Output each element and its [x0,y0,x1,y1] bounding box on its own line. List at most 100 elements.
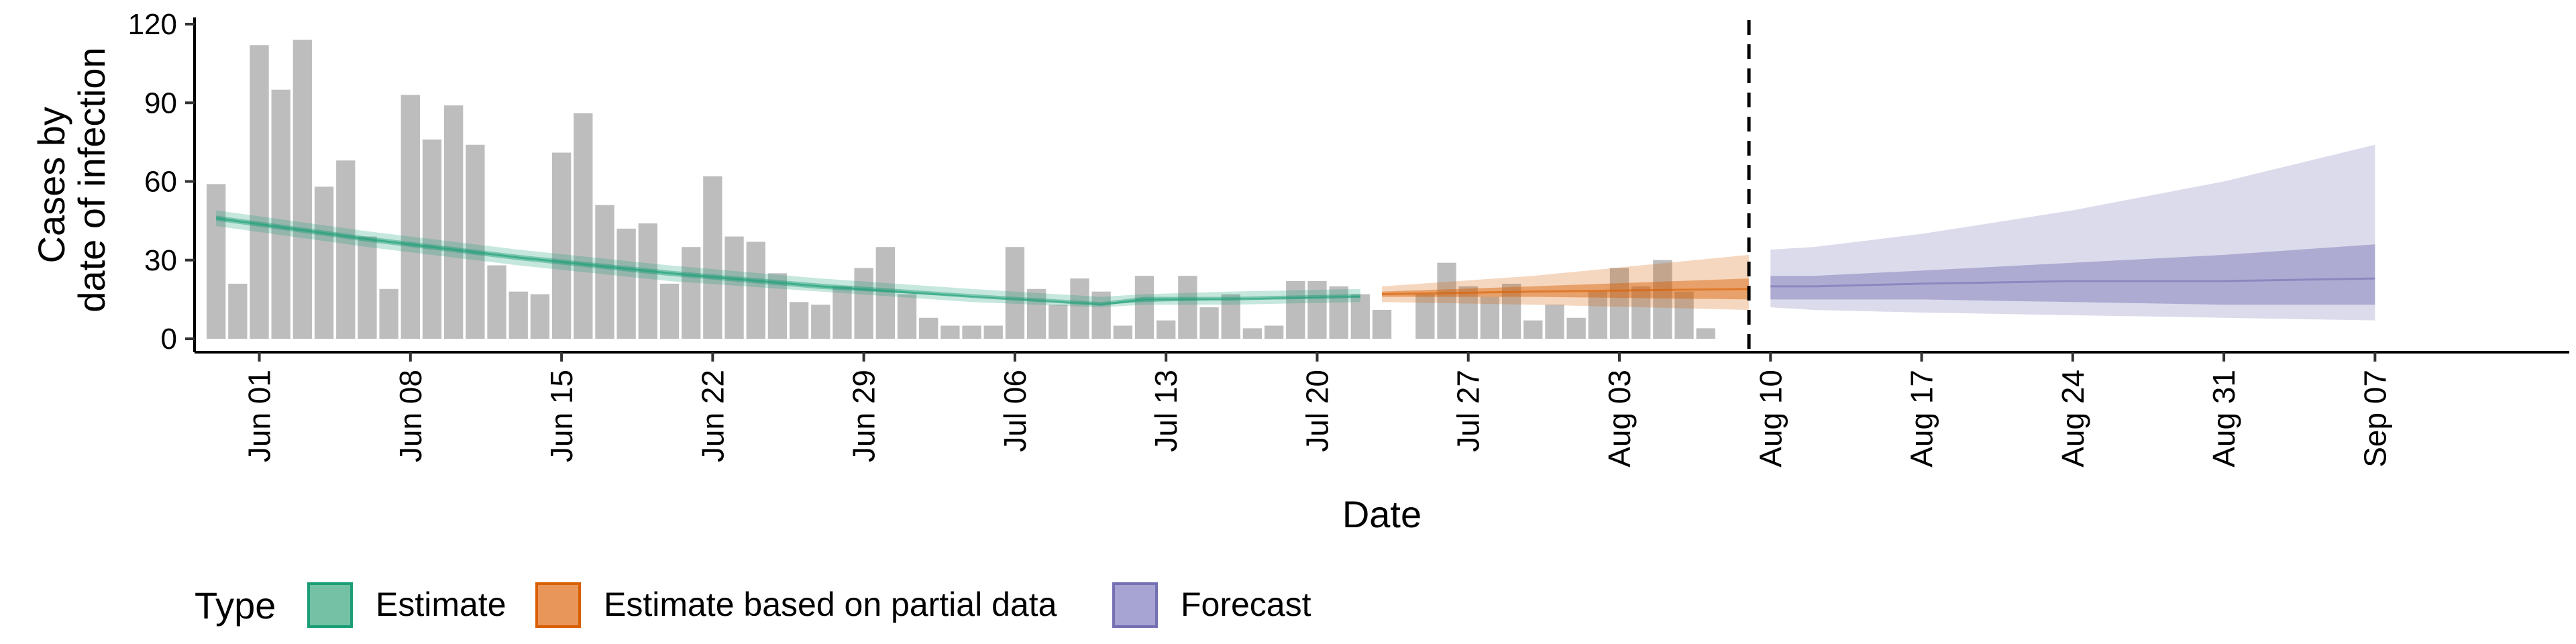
legend-swatch [1112,582,1158,628]
bar [1134,276,1155,339]
x-tick-label: Jul 06 [998,370,1032,452]
y-axis-title-line-1: Cases by [30,107,72,263]
bar [833,286,852,339]
bar [616,228,636,339]
bar [1415,294,1435,339]
legend-item: Forecast [1112,582,1311,628]
bar [314,186,334,339]
bar [1242,328,1263,339]
bar [1458,286,1478,339]
bar [1631,286,1651,339]
bar [1372,310,1392,339]
bar [746,241,765,339]
bar [1329,286,1348,339]
bar [703,176,722,339]
estimate-band-90 [216,210,1360,308]
bar [1437,262,1456,339]
bar [228,283,248,339]
bar [422,139,442,339]
x-tick-label: Jun 01 [242,370,277,462]
bar [487,265,506,339]
x-tick-label: Aug 24 [2055,370,2090,468]
y-tick-label: 30 [144,244,177,277]
y-tick-label: 60 [144,166,177,199]
estimate-based-on-partial-data-median-line [1381,288,1750,296]
x-tick-label: Jun 29 [847,370,881,462]
bar [638,223,657,339]
bar [1005,247,1025,339]
bar [1178,276,1197,339]
x-tick-label: Jul 27 [1451,370,1486,452]
bar [1653,260,1672,339]
y-axis-ticks: 0 30 60 90 120 [128,8,195,356]
bar [1286,281,1305,339]
bar [336,160,356,339]
y-axis-title: Cases by date of infection [30,47,113,312]
forecast-median-line [1770,277,2375,288]
median-lines [215,217,2375,306]
bar [1674,291,1694,339]
bar [292,40,313,339]
bar [207,184,226,339]
bar [1588,291,1607,339]
x-tick-label: Aug 03 [1602,370,1637,468]
x-tick-label: Jun 08 [393,370,428,462]
bar [574,113,593,339]
bar [1157,320,1176,339]
estimate-based-on-partial-data-band-50 [1382,278,1750,300]
legend-label: Forecast [1181,586,1311,623]
legend-item: Estimate based on partial data [535,582,1057,628]
x-tick-label: Jun 15 [544,370,579,462]
bar [941,325,960,339]
bar [789,302,809,339]
forecast-band-90 [1770,144,2375,321]
x-tick-label: Jun 22 [695,370,730,462]
bar [854,268,873,339]
x-tick-label: Aug 17 [1904,370,1939,468]
bar [897,294,917,339]
bar [919,317,938,339]
bar [508,291,528,339]
legend-label: Estimate [376,586,506,623]
bar-series [207,40,1715,339]
bar [962,325,981,339]
bar [530,294,550,339]
bar [875,247,895,339]
estimate-median-line [215,217,1360,306]
y-axis-title-line-2: date of infection [70,47,113,312]
ribbon-series [216,144,2375,321]
bar [1221,294,1240,339]
bar [595,205,614,339]
bar [1545,305,1564,339]
bar [1264,325,1284,339]
bar [811,305,830,339]
estimate-based-on-partial-data-band-90 [1382,254,1750,311]
bar [466,144,485,339]
bar [400,95,420,339]
bar [551,152,572,339]
bar [1113,325,1132,339]
bar [682,247,701,339]
bar [724,236,744,339]
bar [1049,305,1068,339]
x-tick-label: Jul 13 [1148,370,1183,452]
bar [1199,307,1219,339]
bar [1480,297,1500,339]
x-tick-label: Aug 31 [2206,370,2241,468]
x-axis-title: Date [1342,493,1421,535]
bar [1523,320,1543,339]
bar [358,236,377,339]
bar [271,89,290,339]
legend-swatch [307,582,353,628]
forecast-band-50 [1770,244,2375,305]
legend-title: Type [195,584,276,627]
bar [1696,328,1715,339]
bar [1609,268,1629,339]
legend-swatch [535,582,581,628]
bar [1070,278,1089,339]
bar [1307,281,1327,339]
legend-label: Estimate based on partial data [604,586,1057,623]
bar [444,105,464,339]
bar [1350,294,1370,339]
